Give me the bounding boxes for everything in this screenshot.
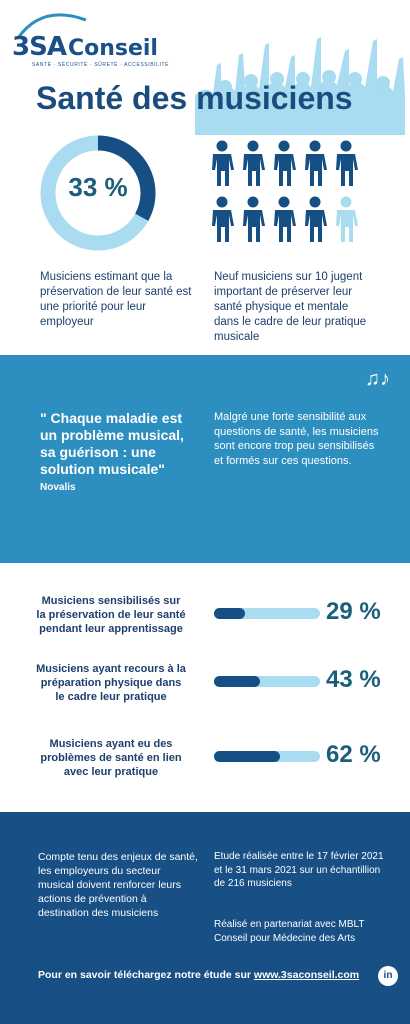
crowd-silhouette-icon xyxy=(195,37,405,135)
quote-side-text: Malgré une forte sensibilité aux questio… xyxy=(214,411,379,467)
person-icon xyxy=(212,196,234,242)
music-notes-icon: ♫♪ xyxy=(365,368,390,390)
donut-chart xyxy=(40,135,156,251)
footer-section xyxy=(0,812,410,1024)
logo-arc-icon xyxy=(16,13,87,39)
stat-bar-track xyxy=(214,676,320,687)
download-prefix: Pour en savoir téléchargez notre étude s… xyxy=(38,969,254,981)
header-section: 3SAConseil SANTÉ · SÉCURITÉ · SÛRETÉ · A… xyxy=(0,0,410,355)
stat-label: Musiciens ayant recours à la préparation… xyxy=(36,663,186,703)
person-icon xyxy=(336,196,358,242)
linkedin-icon[interactable]: in xyxy=(378,966,398,986)
quote-text: " Chaque maladie est un problème musical… xyxy=(40,410,184,477)
logo-secondary-text: Conseil xyxy=(67,36,158,61)
logo-tagline: SANTÉ · SÉCURITÉ · SÛRETÉ · ACCESSIBILIT… xyxy=(32,62,170,68)
page-title: Santé des musiciens xyxy=(36,80,353,116)
donut-description: Musiciens estimant que la préservation d… xyxy=(40,271,192,328)
footer-partner-info: Réalisé en partenariat avec MBLT Conseil… xyxy=(214,919,365,944)
person-icon xyxy=(305,140,327,186)
download-text: Pour en savoir téléchargez notre étude s… xyxy=(38,969,359,981)
stat-label: Musiciens sensibilisés sur la préservati… xyxy=(36,595,186,635)
website-link[interactable]: www.3saconseil.com xyxy=(253,969,360,981)
stat-percentage: 29 % xyxy=(326,598,381,625)
person-icon xyxy=(336,140,358,186)
person-icon xyxy=(274,196,296,242)
stat-bar-track xyxy=(214,751,320,762)
footer-study-info: Etude réalisée entre le 17 février 2021 … xyxy=(214,851,384,889)
person-icon xyxy=(305,196,327,242)
stat-bar-fill xyxy=(214,751,280,762)
person-icon xyxy=(274,140,296,186)
donut-value-arc xyxy=(40,135,156,251)
stat-percentage: 62 % xyxy=(326,741,381,768)
logo-main-text: 3SA xyxy=(12,32,67,62)
person-icon xyxy=(212,140,234,186)
people-pictogram xyxy=(212,140,358,242)
quote-author: Novalis xyxy=(40,482,76,493)
stat-percentage: 43 % xyxy=(326,666,381,693)
person-icon xyxy=(243,140,265,186)
stat-bar-fill xyxy=(214,608,245,619)
quote-section xyxy=(0,355,410,563)
person-icon xyxy=(243,196,265,242)
donut-value-label: 33 % xyxy=(68,172,128,202)
people-description: Neuf musiciens sur 10 jugent important d… xyxy=(214,271,367,343)
stat-label: Musiciens ayant eu des problèmes de sant… xyxy=(40,738,182,778)
stat-bar-fill xyxy=(214,676,260,687)
footer-conclusion: Compte tenu des enjeux de santé, les emp… xyxy=(38,851,198,919)
stat-bar-track xyxy=(214,608,320,619)
